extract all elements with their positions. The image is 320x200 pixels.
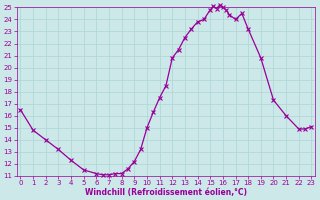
X-axis label: Windchill (Refroidissement éolien,°C): Windchill (Refroidissement éolien,°C) xyxy=(85,188,247,197)
